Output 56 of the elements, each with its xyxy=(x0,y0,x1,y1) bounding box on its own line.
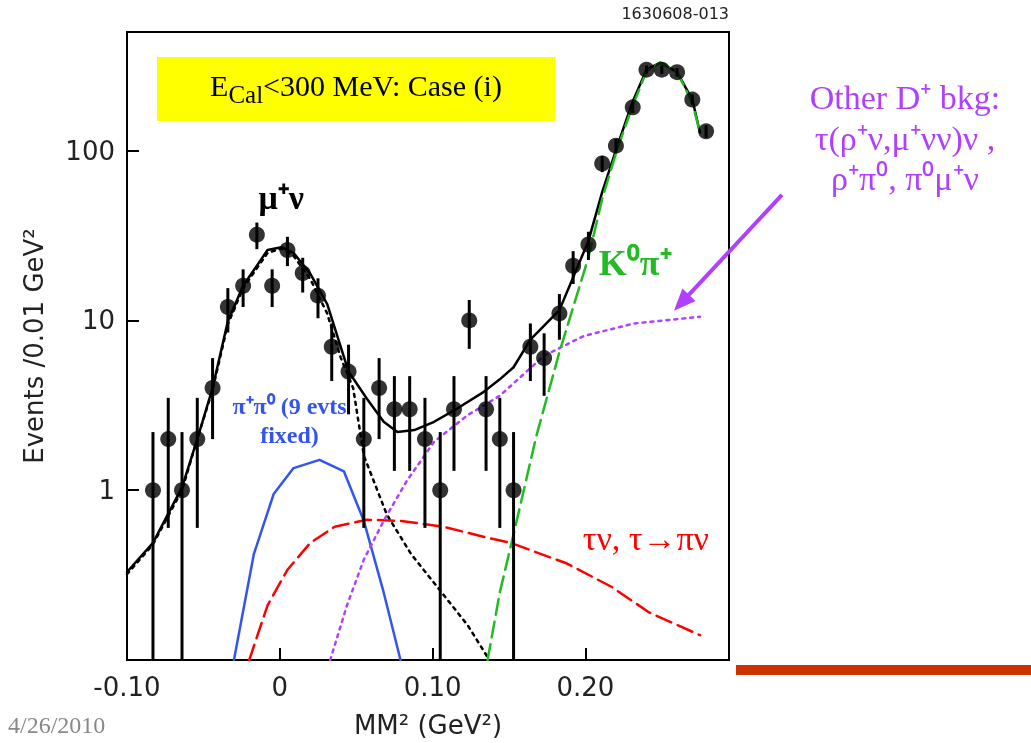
point xyxy=(264,277,281,294)
point xyxy=(248,226,265,243)
point xyxy=(445,401,462,418)
series-label: π⁺π⁰ (9 evts fixed) xyxy=(231,392,348,450)
point xyxy=(174,482,191,499)
point xyxy=(310,287,326,304)
x-tick-label: 0 xyxy=(271,672,289,702)
point xyxy=(294,265,311,282)
point xyxy=(416,431,433,448)
point xyxy=(638,61,655,78)
point xyxy=(565,257,582,274)
point xyxy=(160,431,177,448)
point xyxy=(204,380,221,396)
point xyxy=(461,312,478,329)
y-tick-label: 100 xyxy=(65,135,115,166)
point xyxy=(355,431,372,448)
y-tick-label: 10 xyxy=(81,305,115,336)
point xyxy=(536,350,553,367)
point xyxy=(279,242,296,258)
text: 1630608-013 xyxy=(621,4,729,23)
text: 4/26/2010 xyxy=(8,712,106,739)
point xyxy=(669,64,686,81)
point xyxy=(607,137,624,154)
x-tick-label: 0.20 xyxy=(556,672,615,702)
series-label: K⁰π⁺ xyxy=(597,241,673,285)
point xyxy=(432,482,449,499)
point xyxy=(189,431,206,448)
point xyxy=(698,123,715,140)
point xyxy=(219,299,236,315)
point xyxy=(505,482,522,499)
point xyxy=(323,338,340,355)
point xyxy=(522,338,539,355)
point xyxy=(401,401,418,418)
point xyxy=(478,401,495,418)
point xyxy=(386,401,403,418)
x-axis-title: MM² (GeV²) xyxy=(353,710,503,740)
point xyxy=(491,431,508,448)
point xyxy=(580,236,597,253)
point xyxy=(235,277,252,294)
point xyxy=(551,305,568,322)
text: Other D⁺ bkg: τ(ρ⁺ν,μ⁺νν)ν , ρ⁺π⁰, π⁰μ⁺ν xyxy=(808,77,1002,200)
point xyxy=(144,482,161,499)
label-box: E$_{Cal}$<300 MeV: Case (i) xyxy=(157,57,555,121)
point xyxy=(653,61,670,78)
y-axis-title: Events /0.01 GeV² xyxy=(19,228,49,464)
point xyxy=(340,363,357,380)
point xyxy=(684,91,701,108)
series-label: τν, τ→πν xyxy=(581,518,710,559)
x-tick-label: -0.10 xyxy=(93,672,161,702)
series-label: μ⁺ν xyxy=(257,177,306,218)
x-tick-label: 0.10 xyxy=(403,672,462,702)
point xyxy=(624,99,641,116)
y-tick-label: 1 xyxy=(98,475,115,506)
point xyxy=(594,155,611,172)
point xyxy=(371,380,388,396)
line-series xyxy=(232,458,402,662)
